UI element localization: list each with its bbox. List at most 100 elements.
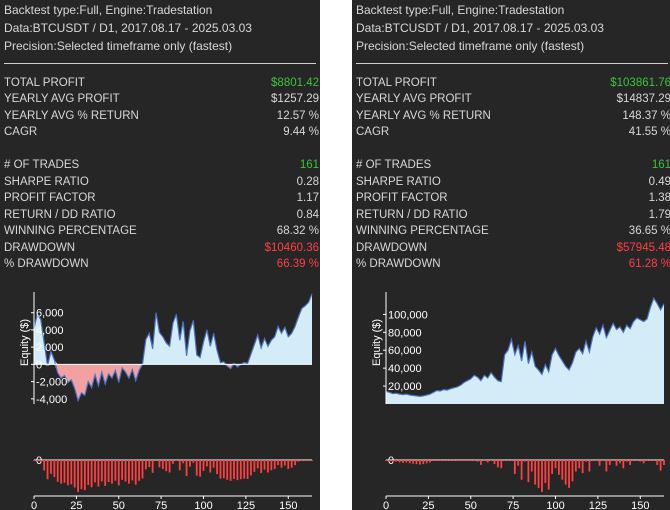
y-tick-label: 2,000 [36, 342, 64, 354]
stat-row: % DRAWDOWN 66.39 % [4, 258, 319, 274]
drawdown-bar [199, 460, 202, 477]
x-tick-label: 100 [194, 500, 212, 510]
drawdown-bar [297, 460, 300, 462]
drawdown-bar [206, 460, 208, 467]
drawdown-bar [391, 460, 394, 463]
drawdown-bar [602, 460, 604, 461]
stat-row: RETURN / DD RATIO 1.79 [356, 209, 670, 225]
drawdown-bar [236, 460, 239, 481]
drawdown-bar [273, 460, 276, 469]
drawdown-bar [229, 460, 232, 481]
drawdown-bar [574, 460, 577, 472]
stat-label: CAGR [4, 126, 38, 138]
drawdown-bar [558, 460, 560, 475]
drawdown-bar [141, 460, 144, 479]
drawdown-bar [294, 460, 296, 466]
drawdown-bar [233, 460, 235, 479]
drawdown-bar [473, 460, 476, 461]
drawdown-bar [36, 460, 39, 461]
drawdown-bar [503, 460, 506, 461]
drawdown-bar [527, 460, 530, 483]
drawdown-bar [50, 460, 52, 474]
x-tick-label: 75 [155, 500, 167, 510]
drawdown-bar [185, 460, 188, 476]
y-tick-label: -4,000 [36, 394, 67, 406]
drawdown-bar [290, 460, 293, 468]
drawdown-bar [87, 460, 90, 485]
drawdown-bar [578, 460, 581, 469]
drawdown-bar [585, 460, 587, 462]
drawdown-bar [121, 460, 124, 480]
stat-label: % DRAWDOWN [356, 258, 441, 270]
x-tick-label: 150 [631, 500, 649, 510]
drawdown-bar [490, 460, 492, 461]
drawdown-bar [429, 460, 431, 463]
y-tick-label: 6,000 [36, 308, 64, 320]
x-tick-label: 0 [383, 500, 389, 510]
drawdown-bar [287, 460, 290, 469]
header-divider [356, 63, 668, 64]
stat-label: TOTAL PROFIT [4, 77, 85, 89]
drawdown-bar [544, 460, 547, 483]
drawdown-bar [43, 460, 46, 471]
drawdown-bar [520, 460, 523, 480]
drawdown-bar [138, 460, 140, 481]
drawdown-bar [104, 460, 107, 486]
stat-value: 1.17 [296, 192, 319, 204]
x-tick-label: 0 [31, 500, 37, 510]
drawdown-bar [588, 460, 591, 472]
stat-label: RETURN / DD RATIO [4, 209, 116, 221]
stat-value: 9.44 % [283, 126, 319, 138]
drawdown-bar [148, 460, 151, 468]
equity-chart: 20,000 40,000 60,000 80,000 100,000 Equity ($… [371, 292, 665, 510]
stat-row: PROFIT FACTOR 1.17 [4, 192, 319, 208]
drawdown-bar [425, 460, 428, 464]
drawdown-bar [253, 460, 256, 472]
drawdown-bar [510, 460, 513, 461]
stat-row: YEARLY AVG PROFIT $14837.29 [356, 93, 670, 109]
drawdown-bar [260, 460, 263, 474]
drawdown-bar [263, 460, 266, 470]
stat-value: 41.55 % [628, 126, 670, 138]
equity-line [33, 293, 313, 403]
backtest-panel-left: Backtest type:Full, Engine:Tradestation … [0, 0, 320, 510]
drawdown-bar [277, 460, 279, 466]
drawdown-bar [182, 460, 185, 464]
stat-row: DRAWDOWN $10460.36 [4, 242, 319, 258]
x-tick-label: 150 [279, 500, 297, 510]
drawdown-bar [412, 460, 415, 464]
y-tick-label: 100,000 [388, 309, 428, 321]
drawdown-bar [493, 460, 496, 465]
drawdown-bar [168, 460, 171, 473]
drawdown-bar [209, 460, 212, 473]
drawdown-bar [46, 460, 49, 480]
drawdown-bar [178, 460, 181, 471]
drawdown-bar [304, 460, 307, 461]
x-tick-label: 50 [465, 500, 477, 510]
stat-row: PROFIT FACTOR 1.38 [356, 192, 670, 208]
drawdown-bar [70, 460, 73, 485]
drawdown-bar [158, 460, 161, 468]
stat-value: 0.28 [296, 176, 319, 188]
drawdown-bar [398, 460, 401, 463]
y-tick-label: 80,000 [388, 327, 422, 339]
drawdown-bar [161, 460, 164, 469]
stat-row: CAGR 41.55 % [356, 126, 670, 142]
drawdown-bar [463, 460, 465, 461]
drawdown-bar [561, 460, 564, 480]
stat-value: 12.57 % [276, 110, 319, 122]
drawdown-bar [581, 460, 584, 474]
stat-row: TOTAL PROFIT $8801.42 [4, 77, 319, 93]
backtest-type-text: Backtest type:Full, Engine:Tradestation [4, 3, 213, 17]
stat-row: WINNING PERCENTAGE 36.65 % [356, 225, 670, 241]
drawdown-bar [80, 460, 83, 490]
drawdown-bar [524, 460, 526, 462]
stat-label: PROFIT FACTOR [4, 192, 96, 204]
stat-label: WINNING PERCENTAGE [356, 225, 489, 237]
stat-row: # OF TRADES 161 [356, 159, 670, 175]
stat-row: SHARPE RATIO 0.49 [356, 176, 670, 192]
stat-label: YEARLY AVG % RETURN [4, 110, 139, 122]
stat-value: 0.49 [648, 176, 670, 188]
backtest-panel-right: Backtest type:Full, Engine:Tradestation … [352, 0, 670, 510]
stat-value: 148.37 % [622, 110, 670, 122]
